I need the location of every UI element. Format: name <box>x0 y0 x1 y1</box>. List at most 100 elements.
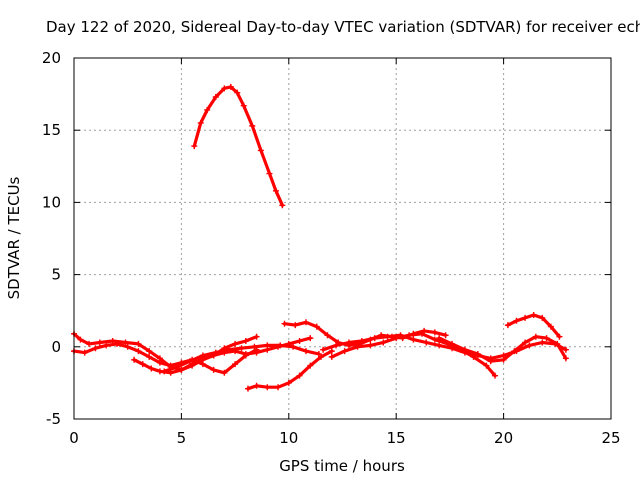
x-tick-label: 25 <box>601 429 620 447</box>
data-point-marker <box>197 119 204 126</box>
data-point-marker <box>318 353 325 360</box>
data-point-marker <box>266 170 273 177</box>
data-point-marker <box>264 384 271 391</box>
data-point-marker <box>221 369 228 376</box>
data-point-marker <box>122 339 129 346</box>
data-point-marker <box>279 202 286 209</box>
data-point-marker <box>240 102 247 109</box>
data-point-marker <box>449 340 456 347</box>
x-tick-label: 0 <box>69 429 79 447</box>
grid <box>74 58 611 419</box>
data-point-marker <box>92 345 99 352</box>
data-point-marker <box>281 320 288 327</box>
data-point-marker <box>556 333 563 340</box>
y-tick-label: -5 <box>46 410 61 428</box>
data-point-marker <box>522 314 529 321</box>
data-point-marker <box>302 348 309 355</box>
data-series-arc-6 <box>244 348 335 392</box>
data-point-marker <box>328 348 335 355</box>
data-point-marker <box>204 106 211 113</box>
data-point-marker <box>86 340 93 347</box>
axis-ticks <box>73 57 612 420</box>
data-point-marker <box>302 319 309 326</box>
data-point-marker <box>232 340 239 347</box>
data-point-marker <box>199 352 206 359</box>
data-line <box>506 313 562 339</box>
data-point-marker <box>328 353 335 360</box>
data-point-marker <box>272 187 279 194</box>
data-point-marker <box>431 336 438 343</box>
data-point-marker <box>526 342 533 349</box>
data-point-marker <box>470 353 477 360</box>
data-point-marker <box>562 355 569 362</box>
data-point-marker <box>461 346 468 353</box>
x-axis-label: GPS time / hours <box>279 457 405 475</box>
data-point-marker <box>77 336 84 343</box>
data-point-marker <box>81 349 88 356</box>
data-point-marker <box>371 335 378 342</box>
data-point-marker <box>367 342 374 349</box>
data-point-marker <box>96 339 103 346</box>
data-point-marker <box>290 343 297 350</box>
y-axis-label: SDTVAR / TECUs <box>5 176 23 299</box>
data-point-marker <box>474 351 481 358</box>
data-point-marker <box>436 335 443 342</box>
data-point-marker <box>253 333 260 340</box>
data-series-arc-1 <box>191 83 286 209</box>
data-point-marker <box>212 93 219 100</box>
data-point-marker <box>275 384 282 391</box>
data-point-marker <box>380 339 387 346</box>
chart-title: Day 122 of 2020, Sidereal Day-to-day VTE… <box>46 18 640 36</box>
data-point-marker <box>227 83 234 90</box>
data-line <box>192 85 284 207</box>
data-point-marker <box>543 335 550 342</box>
data-point-marker <box>345 339 352 346</box>
data-point-marker <box>292 322 299 329</box>
data-point-marker <box>191 143 198 150</box>
data-point-marker <box>296 338 303 345</box>
data-point-marker <box>406 332 413 339</box>
data-point-marker <box>139 361 146 368</box>
data-point-marker <box>539 314 546 321</box>
series-layer <box>71 83 569 392</box>
data-point-marker <box>354 343 361 350</box>
data-point-marker <box>131 356 138 363</box>
data-point-marker <box>146 348 153 355</box>
data-point-marker <box>251 343 258 350</box>
data-point-marker <box>483 362 490 369</box>
data-point-marker <box>436 342 443 349</box>
plot-frame <box>73 57 612 420</box>
data-point-marker <box>124 343 131 350</box>
x-tick-label: 15 <box>387 429 406 447</box>
data-point-marker <box>257 147 264 154</box>
data-series-arc-4 <box>131 335 314 376</box>
data-series-arc-5 <box>161 342 322 375</box>
data-point-marker <box>186 358 193 365</box>
data-point-marker <box>539 339 546 346</box>
data-point-marker <box>189 362 196 369</box>
data-point-marker <box>113 340 120 347</box>
data-point-marker <box>554 340 561 347</box>
data-point-marker <box>384 333 391 340</box>
data-point-marker <box>103 342 110 349</box>
data-point-marker <box>324 332 331 339</box>
data-point-marker <box>562 346 569 353</box>
data-point-marker <box>410 336 417 343</box>
data-point-marker <box>242 338 249 345</box>
data-point-marker <box>238 345 245 352</box>
data-point-marker <box>212 349 219 356</box>
data-point-marker <box>277 342 284 349</box>
y-tick-label: 20 <box>42 49 61 67</box>
data-point-marker <box>225 346 232 353</box>
data-point-marker <box>244 385 251 392</box>
data-point-marker <box>253 349 260 356</box>
data-point-marker <box>442 332 449 339</box>
data-series-arc-9 <box>328 330 499 379</box>
data-point-marker <box>174 364 181 371</box>
data-point-marker <box>135 348 142 355</box>
data-point-marker <box>178 366 185 373</box>
data-point-marker <box>146 353 153 360</box>
data-point-marker <box>522 339 529 346</box>
data-point-marker <box>504 322 511 329</box>
